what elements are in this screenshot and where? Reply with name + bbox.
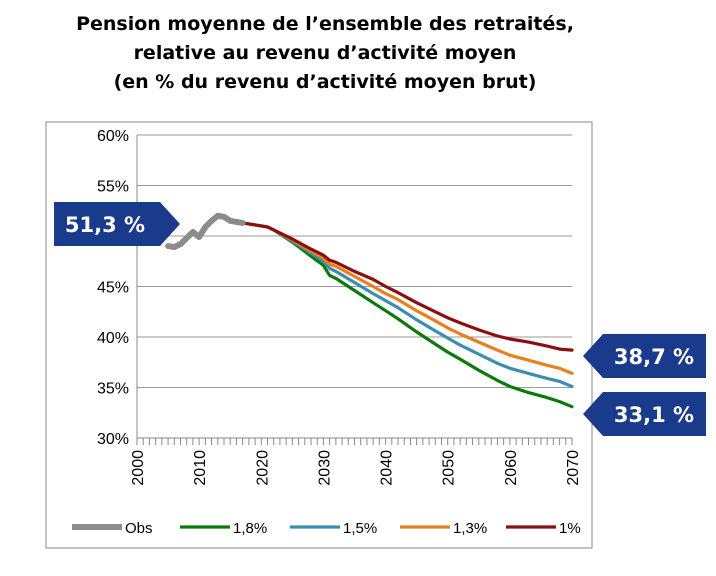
- legend-label: 1%: [559, 520, 581, 537]
- x-tick-label: 2040: [379, 450, 396, 486]
- y-tick-label: 60%: [97, 128, 129, 145]
- callout-box: [583, 392, 706, 436]
- callout-box: [583, 334, 706, 378]
- legend-label: 1,8%: [233, 520, 267, 537]
- chart-title-line-1: Pension moyenne de l’ensemble des retrai…: [76, 13, 574, 35]
- x-tick-label: 2030: [316, 450, 333, 486]
- y-tick-label: 35%: [97, 381, 129, 398]
- y-tick-label: 30%: [97, 431, 129, 448]
- x-tick-label: 2070: [565, 450, 582, 486]
- axes: [136, 135, 573, 445]
- legend-label: 1,5%: [343, 520, 377, 537]
- series-lines: [165, 212, 574, 409]
- callout-label: 38,7 %: [614, 345, 694, 369]
- value-callouts: 51,3 % 38,7 % 33,1 %: [54, 202, 706, 436]
- legend: Obs 1,8% 1,5% 1,3% 1%: [72, 520, 581, 537]
- x-axis-tick-labels: 2000 2010 2020 2030 2040 2050 2060 2070: [130, 450, 582, 486]
- callout-box: [54, 202, 180, 246]
- x-tick-label: 2060: [503, 450, 520, 486]
- series-line-4: [241, 221, 574, 352]
- legend-label: 1,3%: [453, 520, 487, 537]
- chart-title: Pension moyenne de l’ensemble des retrai…: [0, 10, 650, 97]
- x-tick-label: 2010: [192, 450, 209, 486]
- callout-label: 51,3 %: [65, 213, 145, 237]
- y-tick-label: 55%: [97, 179, 129, 196]
- y-tick-label: 45%: [97, 280, 129, 297]
- legend-label: Obs: [125, 520, 153, 537]
- x-tick-label: 2050: [441, 450, 458, 486]
- chart-title-line-3: (en % du revenu d’activité moyen brut): [113, 71, 537, 93]
- series-line-0: [165, 212, 246, 251]
- x-tick-label: 2000: [130, 450, 147, 486]
- callout-label: 33,1 %: [614, 403, 694, 427]
- chart-title-line-2: relative au revenu d’activité moyen: [133, 42, 517, 64]
- y-tick-label: 40%: [97, 330, 129, 347]
- x-tick-label: 2020: [254, 450, 271, 486]
